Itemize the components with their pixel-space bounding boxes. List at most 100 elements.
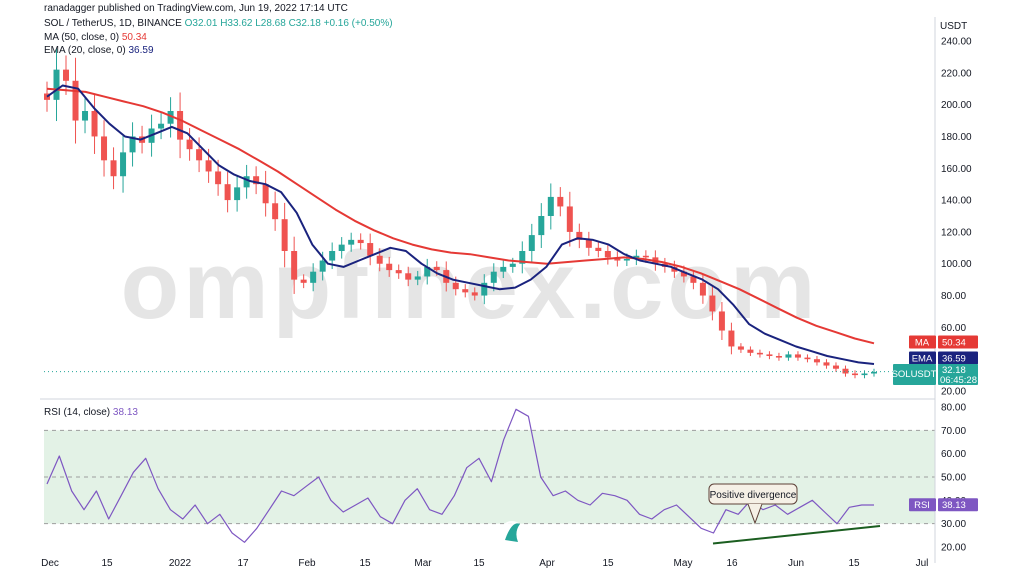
rsi-tick-label: 50.00	[941, 473, 966, 484]
candle-body	[756, 352, 763, 355]
rsi-legend-label: RSI (14, close)	[44, 407, 111, 418]
candle-body	[72, 80, 79, 121]
price-tick-label: 240.00	[941, 37, 972, 48]
candle-body	[547, 196, 554, 216]
candle-body	[158, 123, 165, 129]
candle-body	[215, 171, 222, 185]
candle-body	[775, 356, 782, 358]
candle-body	[728, 330, 735, 347]
ema-tag-value: 36.59	[942, 354, 966, 365]
candle-body	[186, 139, 193, 150]
price-tick-label: 80.00	[941, 291, 966, 302]
x-tick-label: Apr	[539, 558, 555, 569]
ma-legend: MA (50, close, 0) 50.34	[44, 32, 147, 44]
candle-body	[709, 295, 716, 312]
candle-body	[623, 258, 630, 261]
candle-body	[671, 266, 678, 272]
x-tick-label: 2022	[169, 558, 192, 569]
candle-body	[433, 266, 440, 271]
rsi-legend-value: 38.13	[112, 407, 138, 418]
candle-body	[633, 255, 640, 259]
price-tick-label: 120.00	[941, 227, 972, 238]
candle-body	[481, 282, 488, 296]
symbol-tag-name: SOLUSDT	[892, 369, 937, 380]
candle-body	[253, 176, 260, 185]
x-tick-label: 15	[473, 558, 485, 569]
currency-label: USDT	[940, 21, 968, 32]
candle-body	[509, 263, 516, 267]
candle-body	[766, 354, 773, 356]
candle-body	[851, 373, 858, 376]
candle-body	[576, 231, 583, 240]
x-tick-label: Jul	[916, 558, 929, 569]
candle-body	[405, 273, 412, 280]
ema-series-line	[46, 84, 875, 365]
candle-body	[471, 292, 478, 296]
candle-body	[414, 276, 421, 280]
candle-body	[794, 354, 801, 358]
ema-legend: EMA (20, close, 0) 36.59	[44, 45, 154, 57]
candle-body	[452, 282, 459, 290]
candle-body	[82, 111, 89, 121]
candle-body	[196, 149, 203, 161]
candle-body	[718, 311, 725, 331]
candle-body	[53, 69, 60, 100]
ma-series-line	[46, 87, 875, 345]
rsi-legend: RSI (14, close) 38.13	[44, 407, 138, 419]
ema-line	[46, 84, 875, 365]
candle-body	[243, 176, 250, 188]
rsi-series-line	[46, 408, 874, 543]
x-tick-label: 15	[359, 558, 371, 569]
x-tick-label: Mar	[414, 558, 432, 569]
x-tick-label: 15	[848, 558, 860, 569]
x-tick-label: 16	[726, 558, 738, 569]
ma-tag-value: 50.34	[942, 338, 966, 349]
candle-body	[110, 160, 117, 177]
x-tick-label: May	[674, 558, 693, 569]
price-tick-label: 140.00	[941, 196, 972, 207]
logo-leaf	[505, 523, 520, 542]
divergence: Positive divergence	[708, 483, 881, 545]
rsi-tag-name: RSI	[914, 500, 930, 511]
symbol-title: SOL / TetherUS, 1D, BINANCE	[44, 18, 182, 29]
rsi-tag-name-bg	[909, 498, 936, 512]
symbol-tag-value: 32.18	[942, 365, 966, 376]
candle-body	[842, 368, 849, 374]
candle-body	[177, 111, 184, 140]
candle-body	[832, 365, 839, 369]
price-tick-label: 220.00	[941, 68, 972, 79]
candle-body	[680, 271, 687, 277]
symbol-tag-name-bg	[893, 364, 936, 385]
candle-body	[500, 266, 507, 272]
candle-body	[367, 243, 374, 256]
rsi-tick-label: 60.00	[941, 449, 966, 460]
candle-body	[737, 346, 744, 350]
candle-body	[395, 270, 402, 274]
candle-body	[348, 239, 355, 245]
candle-body	[861, 373, 868, 376]
candle-body	[699, 282, 706, 296]
x-tick-label: 15	[101, 558, 113, 569]
candle-body	[557, 196, 564, 207]
ema-tag: EMA 36.59	[909, 351, 978, 365]
candle-body	[319, 260, 326, 272]
candle-body	[424, 266, 431, 277]
candle-body	[310, 271, 317, 283]
candle-body	[785, 354, 792, 358]
watermark: ompfinex.com	[121, 232, 816, 339]
ma-tag-value-bg	[938, 335, 978, 349]
candle-body	[300, 279, 307, 283]
candle-body	[538, 216, 545, 236]
price-tick-label: 160.00	[941, 164, 972, 175]
candle-body	[63, 69, 70, 81]
candle-body	[291, 251, 298, 280]
candle-body	[823, 362, 830, 366]
price-tick-label: 200.00	[941, 100, 972, 111]
candle-body	[224, 184, 231, 201]
symbol-tag-countdown: 06:45:28	[940, 375, 977, 386]
candle-body	[747, 349, 754, 353]
ma-line	[46, 87, 875, 345]
rsi-line	[46, 408, 874, 543]
x-tick-label: Jun	[788, 558, 804, 569]
